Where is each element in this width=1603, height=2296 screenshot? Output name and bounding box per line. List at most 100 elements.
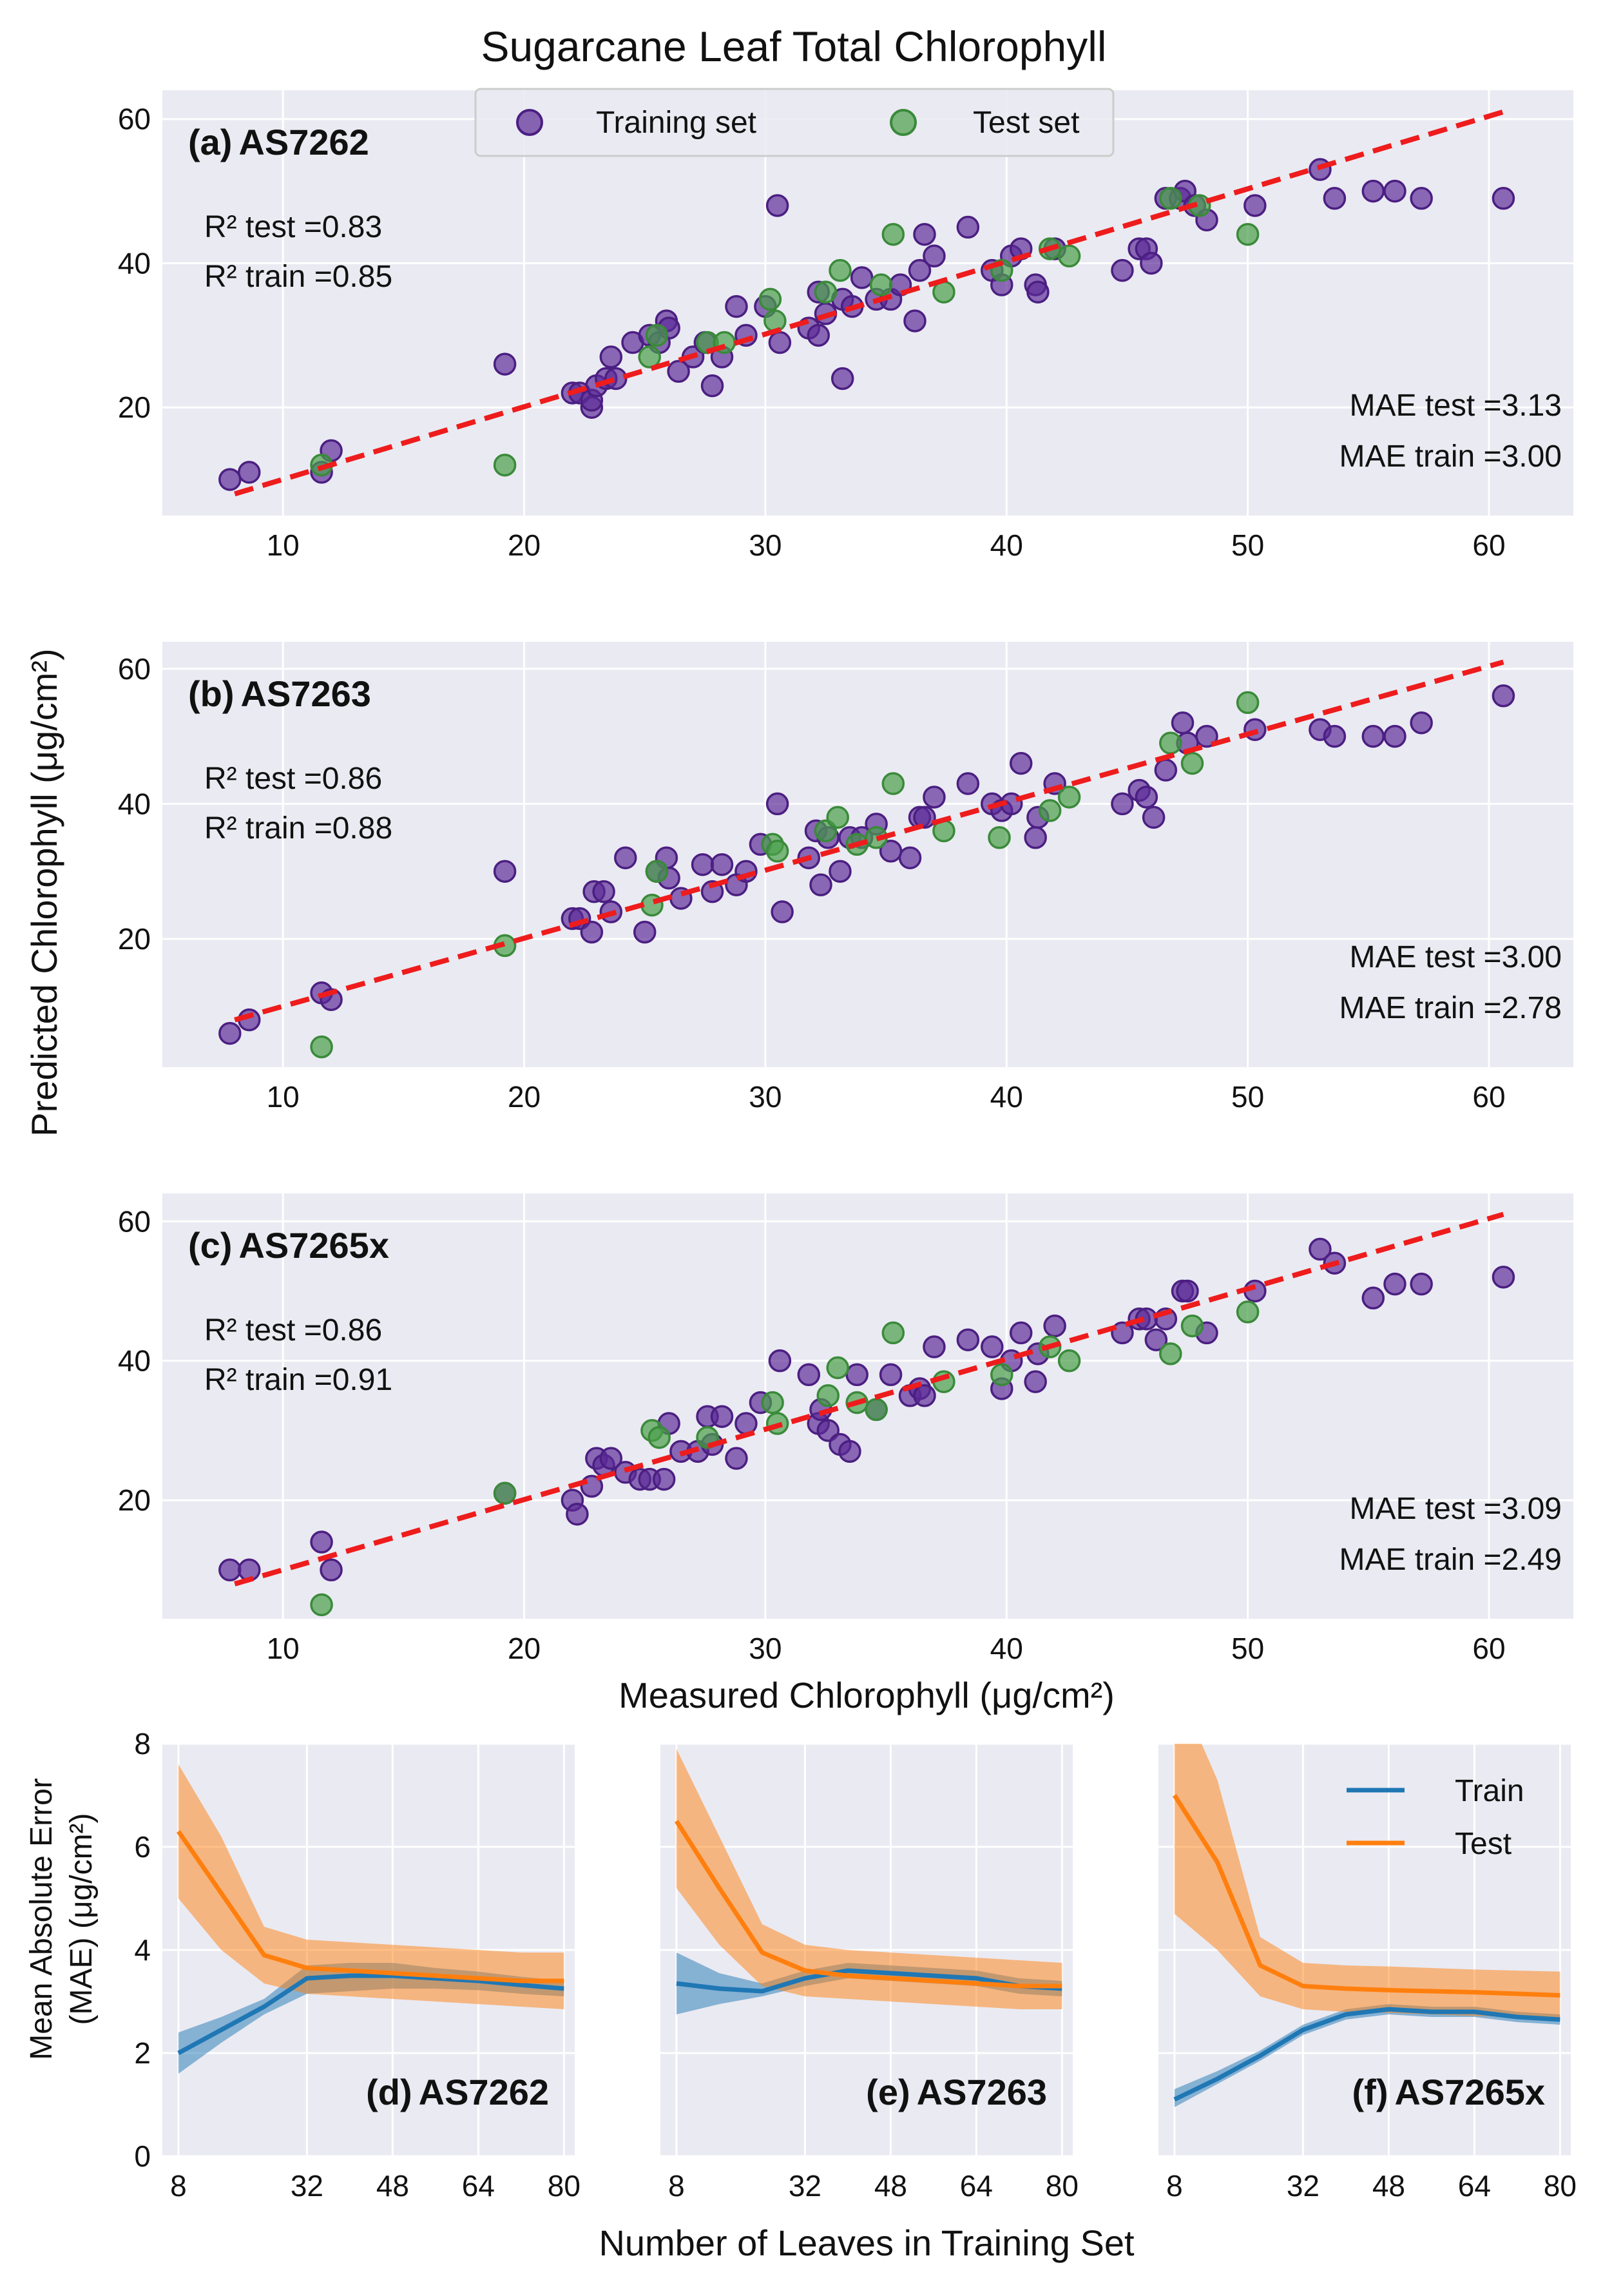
legend-training-marker bbox=[516, 109, 543, 136]
panel-label-f: (f) AS7265x bbox=[1352, 2072, 1545, 2112]
test-point bbox=[1057, 1349, 1081, 1373]
x-tick-label: 48 bbox=[1372, 2169, 1405, 2203]
r2-test: R² test =0.83 bbox=[204, 210, 382, 244]
training-point bbox=[1492, 684, 1515, 708]
x-tick-label: 60 bbox=[1472, 528, 1505, 562]
x-tick-label: 30 bbox=[749, 1632, 782, 1665]
training-point bbox=[1176, 1279, 1199, 1303]
test-point bbox=[765, 840, 789, 863]
training-point bbox=[725, 294, 748, 318]
training-point bbox=[830, 367, 854, 391]
test-point bbox=[1180, 1314, 1204, 1338]
band-test bbox=[178, 1764, 564, 2009]
test-point bbox=[1236, 222, 1260, 246]
mae-test: MAE test =3.00 bbox=[1349, 940, 1562, 974]
test-point bbox=[881, 772, 905, 795]
x-tick-label: 80 bbox=[548, 2169, 581, 2203]
shared-y-label-bottom-line2: (MAE) (μg/cm²) bbox=[64, 1813, 99, 2025]
training-point bbox=[913, 222, 936, 246]
training-point bbox=[768, 1349, 792, 1373]
training-point bbox=[218, 1558, 242, 1582]
test-point bbox=[1236, 1300, 1260, 1324]
panel-c: 10 20 30 40 50 60 20 40 60 (c) AS7265x R² test =0.8… bbox=[118, 1193, 1573, 1665]
r2-train: R² train =0.85 bbox=[204, 260, 392, 294]
training-point bbox=[310, 1530, 333, 1554]
panel-label-b: (b) AS7263 bbox=[188, 673, 371, 714]
panel-letter: (a) bbox=[188, 122, 232, 162]
test-point bbox=[1180, 751, 1204, 775]
training-point bbox=[845, 1363, 869, 1387]
training-point bbox=[592, 880, 615, 903]
training-point bbox=[238, 461, 261, 484]
y-tick-label: 20 bbox=[118, 922, 151, 956]
test-point bbox=[493, 1481, 517, 1505]
test-point bbox=[645, 323, 669, 347]
x-tick-label: 48 bbox=[376, 2169, 409, 2203]
training-point bbox=[956, 1328, 980, 1351]
line-train bbox=[676, 1968, 1062, 1994]
y-tick-label: 4 bbox=[134, 1933, 151, 1967]
panel-sensor: AS7262 bbox=[419, 2072, 549, 2112]
training-point bbox=[1043, 1314, 1066, 1338]
training-point bbox=[797, 1363, 821, 1387]
fit-line bbox=[234, 659, 1504, 1023]
mae-train: MAE train =2.78 bbox=[1339, 991, 1562, 1025]
x-tick-label: 32 bbox=[291, 2169, 323, 2203]
training-point bbox=[700, 880, 724, 903]
panel-e: 8 32 48 64 80 (e) AS7263 bbox=[660, 1742, 1079, 2203]
panel-sensor: AS7262 bbox=[238, 122, 369, 162]
training-point bbox=[829, 860, 852, 883]
plot-area-b bbox=[162, 642, 1573, 1067]
training-point bbox=[1111, 1321, 1134, 1345]
panel-letter: (d) bbox=[366, 2072, 412, 2112]
panel-label-e: (e) AS7263 bbox=[866, 2072, 1047, 2112]
x-tick-label: 64 bbox=[462, 2169, 495, 2203]
training-point bbox=[1111, 258, 1134, 282]
x-tick-label: 20 bbox=[508, 528, 541, 562]
training-point bbox=[1195, 724, 1218, 748]
x-tick-label: 8 bbox=[1166, 2169, 1183, 2203]
panel-sensor: AS7265x bbox=[238, 1225, 389, 1266]
x-tick-label: 80 bbox=[1544, 2169, 1577, 2203]
x-tick-label: 10 bbox=[267, 1080, 300, 1114]
test-point bbox=[761, 1391, 784, 1414]
y-tick-label: 60 bbox=[118, 652, 151, 686]
y-tick-label: 2 bbox=[134, 2036, 151, 2070]
panel-letter: (c) bbox=[188, 1225, 232, 1266]
training-point bbox=[667, 360, 690, 383]
training-point bbox=[700, 374, 724, 398]
panel-label-c: (c) AS7265x bbox=[188, 1225, 389, 1266]
x-tick-label: 32 bbox=[789, 2169, 821, 2203]
test-point bbox=[869, 273, 893, 296]
test-point bbox=[1038, 799, 1062, 822]
training-point bbox=[1361, 724, 1385, 748]
r2-test: R² test =0.86 bbox=[204, 762, 382, 796]
legend-train-label: Train bbox=[1455, 1774, 1524, 1808]
training-point bbox=[614, 846, 637, 869]
test-point bbox=[645, 860, 669, 883]
training-point bbox=[652, 1467, 676, 1491]
training-point bbox=[1009, 1321, 1033, 1345]
test-point bbox=[814, 280, 838, 304]
training-point bbox=[493, 352, 517, 376]
test-point bbox=[648, 1425, 671, 1449]
y-tick-label: 8 bbox=[134, 1727, 151, 1761]
y-tick-label: 6 bbox=[134, 1830, 151, 1864]
series-group-d bbox=[177, 1764, 564, 2074]
training-point bbox=[1111, 792, 1134, 816]
x-tick-label: 40 bbox=[990, 528, 1023, 562]
training-point bbox=[493, 860, 517, 883]
training-point bbox=[908, 258, 932, 282]
r2-train: R² train =0.88 bbox=[204, 811, 392, 845]
test-point bbox=[826, 806, 849, 829]
training-point bbox=[809, 873, 832, 896]
training-point bbox=[710, 853, 734, 876]
test-point bbox=[1159, 187, 1182, 210]
y-tick-label: 60 bbox=[118, 1204, 151, 1238]
series-group-e bbox=[674, 1749, 1062, 2014]
x-tick-label: 40 bbox=[990, 1080, 1023, 1114]
test-point bbox=[310, 1035, 333, 1059]
mae-test: MAE test =3.09 bbox=[1349, 1492, 1562, 1526]
mae-train: MAE train =2.49 bbox=[1339, 1543, 1562, 1577]
